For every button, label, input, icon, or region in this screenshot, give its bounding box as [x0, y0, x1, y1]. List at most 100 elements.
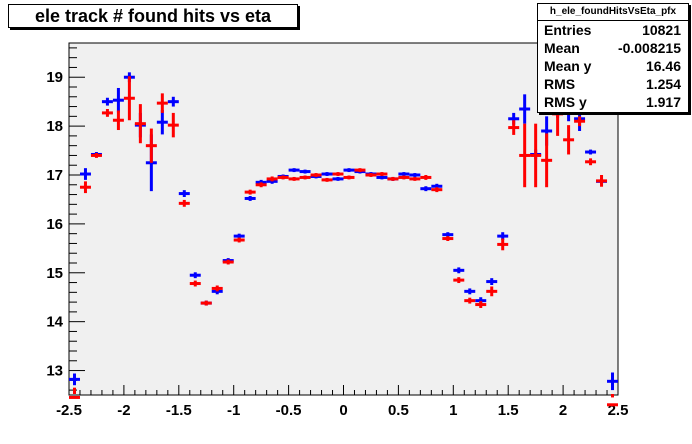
x-tick-label: 1.5: [498, 402, 519, 419]
stats-value: -0.008215: [617, 40, 681, 56]
x-tick-label: 0: [339, 402, 347, 419]
stats-box: h_ele_foundHitsVsEta_pfx Entries 10821 M…: [537, 3, 689, 113]
data-point: [288, 168, 300, 173]
data-point: [167, 112, 179, 138]
data-point: [409, 176, 421, 181]
data-point: [398, 175, 410, 180]
x-tick-label: -2: [117, 402, 130, 419]
data-point: [519, 94, 531, 124]
stats-row-rms-y: RMS y 1.917: [538, 93, 688, 111]
y-tick-label: 16: [46, 216, 63, 233]
data-point: [112, 110, 124, 131]
data-point: [387, 176, 399, 181]
data-point: [420, 175, 432, 180]
data-point: [519, 123, 531, 188]
data-point: [486, 286, 498, 297]
data-point: [442, 236, 454, 241]
stats-row-entries: Entries 10821: [538, 21, 688, 39]
data-point: [266, 176, 278, 182]
data-point: [277, 175, 289, 180]
data-point: [596, 175, 608, 187]
data-point: [453, 277, 465, 284]
stats-row-mean: Mean -0.008215: [538, 39, 688, 57]
chart-title: ele track # found hits vs eta: [8, 4, 298, 28]
data-point: [189, 280, 201, 287]
data-point: [475, 301, 487, 308]
stats-value: 10821: [642, 22, 681, 38]
data-point: [69, 387, 80, 399]
data-point: [134, 104, 146, 144]
data-point: [332, 172, 344, 176]
data-point: [420, 186, 432, 192]
data-point: [167, 96, 179, 107]
series-2: [69, 76, 618, 407]
y-tick-label: 17: [46, 167, 63, 184]
data-point: [530, 123, 542, 188]
stats-name: h_ele_foundHitsVsEta_pfx: [538, 4, 688, 21]
data-point: [607, 394, 618, 407]
data-point: [178, 190, 190, 197]
data-point: [508, 120, 520, 135]
data-point: [145, 128, 157, 163]
x-tick-label: -1: [227, 402, 240, 419]
data-point: [453, 267, 465, 274]
data-point: [299, 169, 311, 174]
data-point: [585, 149, 597, 155]
stats-label: Entries: [544, 22, 592, 38]
y-tick-label: 14: [46, 314, 63, 331]
data-point: [211, 285, 223, 292]
stats-row-mean-y: Mean y 16.46: [538, 57, 688, 75]
data-point: [244, 189, 256, 195]
x-tick-label: 1: [449, 402, 457, 419]
data-point: [310, 173, 322, 177]
data-point: [343, 175, 355, 180]
x-tick-label: 0.5: [388, 402, 409, 419]
data-point: [497, 238, 509, 251]
data-point: [365, 173, 377, 177]
data-point: [409, 173, 421, 177]
data-point: [156, 109, 168, 135]
data-point: [101, 97, 113, 106]
data-point: [464, 297, 476, 304]
stats-value: 1.254: [645, 76, 681, 92]
data-point: [79, 168, 91, 180]
data-point: [321, 172, 333, 176]
data-point: [222, 259, 234, 265]
data-point: [189, 272, 201, 279]
data-point: [288, 176, 300, 181]
y-tick-label: 13: [46, 363, 63, 380]
data-point: [233, 237, 245, 243]
data-point: [563, 125, 575, 155]
data-point: [178, 199, 190, 207]
data-point: [69, 373, 80, 386]
data-point: [354, 168, 366, 173]
data-point: [585, 158, 597, 166]
y-tick-label: 18: [46, 118, 63, 135]
x-tick-labels: -2.5 -2 -1.5 -1 -0.5 0 0.5 1 1.5 2 2.5: [56, 402, 628, 419]
data-point: [376, 172, 388, 176]
data-point: [156, 93, 168, 113]
data-point: [376, 175, 388, 180]
data-marks: [69, 72, 618, 407]
y-tick-label: 19: [46, 69, 63, 86]
data-point: [607, 372, 618, 391]
stats-label: Mean y: [544, 58, 592, 74]
data-point: [321, 177, 333, 182]
data-point: [123, 76, 135, 121]
plot-frame: [68, 42, 619, 396]
data-point: [332, 176, 344, 181]
stats-label: Mean: [544, 40, 580, 56]
data-point: [398, 172, 410, 176]
y-tick-labels: 13 14 15 16 17 18 19: [46, 69, 63, 379]
data-point: [299, 175, 311, 180]
y-tick-label: 15: [46, 265, 63, 282]
data-point: [79, 181, 91, 194]
data-point: [200, 300, 212, 306]
stats-label: RMS y: [544, 94, 587, 110]
data-point: [464, 288, 476, 295]
x-tick-label: -0.5: [276, 402, 302, 419]
stats-value: 1.917: [645, 94, 681, 110]
data-point: [574, 116, 586, 127]
